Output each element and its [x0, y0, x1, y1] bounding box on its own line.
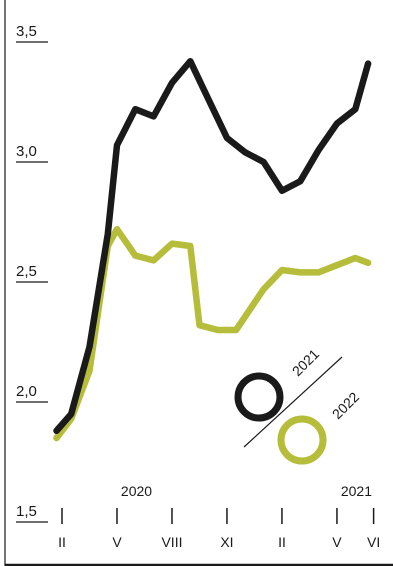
x-tick-label: V	[112, 534, 122, 550]
y-tick-label: 1,5	[16, 503, 37, 520]
y-grid-lines	[16, 42, 48, 522]
x-axis: II V VIII XI II V VI 2020 2021	[5, 483, 393, 565]
y-axis: 3,5 3,0 2,5 2,0 1,5	[16, 23, 37, 520]
legend: 2021 2022	[238, 346, 362, 461]
x-tick-label: XI	[220, 534, 233, 550]
series-layer	[57, 61, 369, 438]
y-tick-label: 2,5	[16, 263, 37, 280]
x-tick-label: II	[58, 534, 66, 550]
legend-marker-2021	[238, 376, 280, 418]
x-tick-label: VI	[367, 534, 380, 550]
x-tick-label: V	[332, 534, 342, 550]
y-tick-label: 2,0	[16, 383, 37, 400]
x-tick-label: VIII	[161, 534, 182, 550]
y-tick-label: 3,5	[16, 23, 37, 40]
year-label: 2020	[121, 483, 152, 499]
legend-marker-2022	[281, 419, 323, 461]
year-label: 2021	[341, 483, 372, 499]
x-tick-label: II	[278, 534, 286, 550]
y-tick-label: 3,0	[16, 143, 37, 160]
legend-label-2021: 2021	[289, 346, 322, 379]
legend-label-2022: 2022	[329, 389, 362, 422]
